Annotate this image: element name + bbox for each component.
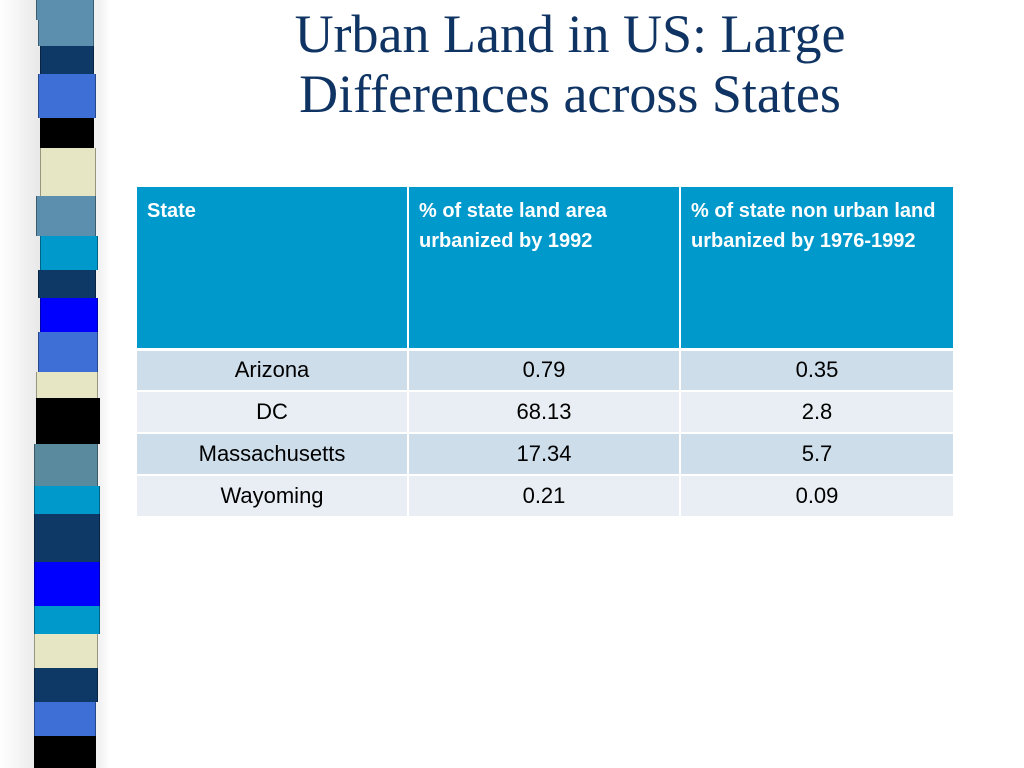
stripe-block [34,736,96,768]
stripe-block [36,398,100,444]
stripe-block [34,702,96,736]
cell-pct-1976-1992: 0.09 [680,475,953,518]
cell-pct-1992: 0.79 [408,349,681,392]
stripe-block [40,118,94,148]
stripe-block [34,668,98,702]
stripe-block [40,298,98,332]
table-row: Arizona 0.79 0.35 [137,349,953,392]
urban-land-table: State % of state land area urbanized by … [137,187,953,518]
cell-pct-1976-1992: 5.7 [680,433,953,476]
stripe-block [38,270,96,298]
stripe-block [34,634,98,668]
cell-pct-1992: 17.34 [408,433,681,476]
table-row: DC 68.13 2.8 [137,391,953,434]
stripe-block [40,148,96,196]
table-header-row: State % of state land area urbanized by … [137,187,953,351]
header-pct-urbanized-1992: % of state land area urbanized by 1992 [408,187,681,351]
stripe-block [38,332,98,372]
decorative-stripe-border [0,0,110,768]
stripe-block [36,0,94,20]
stripe-block [34,444,98,486]
table-row: Wayoming 0.21 0.09 [137,475,953,518]
stripe-block [34,606,100,634]
stripe-block [34,562,100,606]
header-pct-nonurban-urbanized: % of state non urban land urbanized by 1… [680,187,953,351]
cell-pct-1976-1992: 0.35 [680,349,953,392]
cell-state: DC [137,391,409,434]
stripe-block [38,20,94,46]
cell-state: Arizona [137,349,409,392]
stripe-block [40,46,94,74]
header-state: State [137,187,409,351]
stripe-block [34,486,100,514]
slide-title: Urban Land in US: Large Differences acro… [294,4,846,124]
cell-state: Massachusetts [137,433,409,476]
stripe-block [34,514,100,562]
cell-pct-1976-1992: 2.8 [680,391,953,434]
cell-pct-1992: 68.13 [408,391,681,434]
stripe-block [36,372,98,398]
cell-pct-1992: 0.21 [408,475,681,518]
stripe-block [38,74,96,118]
stripe-block [36,196,96,236]
stripe-block [40,236,98,270]
cell-state: Wayoming [137,475,409,518]
table-row: Massachusetts 17.34 5.7 [137,433,953,476]
